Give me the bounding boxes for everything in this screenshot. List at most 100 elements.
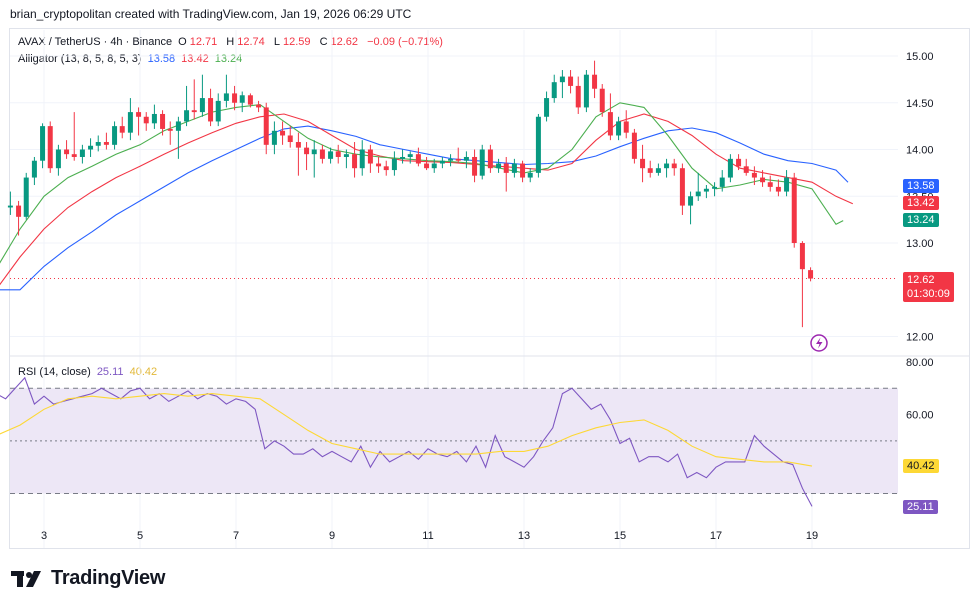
candle-body (215, 100, 221, 122)
candle (808, 267, 814, 282)
candle-body (727, 158, 733, 178)
price-tick-label: 14.00 (906, 145, 934, 157)
candle-body (415, 154, 421, 164)
candle-body (335, 151, 341, 157)
candle (112, 121, 118, 150)
close-value: 12.62 (330, 36, 359, 48)
candle-body (743, 166, 749, 173)
candle (559, 70, 565, 99)
candle-body (431, 163, 437, 169)
candle-body (503, 163, 509, 173)
candle (592, 60, 598, 99)
candle-body (544, 98, 550, 117)
candle (775, 179, 781, 197)
candle-body (271, 130, 277, 145)
open-value: 12.71 (189, 36, 218, 48)
candle (199, 74, 205, 117)
candle-body (127, 112, 133, 133)
candle (736, 154, 742, 171)
candle-body (167, 128, 173, 131)
candle (16, 200, 22, 236)
candle (479, 144, 485, 180)
ohlc-open: O 12.71 (178, 36, 220, 48)
candle-body (79, 149, 85, 157)
candle-body (799, 243, 805, 270)
candle-body (280, 130, 286, 136)
candle-body (688, 196, 694, 206)
candle (583, 70, 589, 113)
candle (208, 88, 214, 127)
candle (424, 156, 430, 171)
tradingview-logo[interactable]: TradingView (11, 567, 165, 590)
alligator-lips-line (0, 102, 844, 264)
alligator-teeth-line (0, 113, 854, 286)
candle (631, 128, 637, 164)
candle (575, 76, 581, 114)
candle-body (424, 163, 430, 169)
candle-body (647, 168, 653, 173)
rsi-legend[interactable]: RSI (14, close) 25.11 40.42 (18, 366, 160, 378)
candle-body (103, 142, 109, 145)
candle (55, 144, 61, 176)
candle-body (767, 182, 773, 187)
candle (391, 151, 397, 176)
candle-body (520, 163, 526, 178)
candle-body (295, 142, 301, 148)
candle-body (359, 149, 365, 169)
alligator-lines (0, 102, 854, 291)
candle (535, 113, 541, 178)
logo-text: TradingView (51, 567, 166, 589)
candle-body (383, 166, 389, 171)
candle-body (71, 154, 77, 157)
candle (239, 91, 245, 113)
time-tick-label: 3 (41, 530, 47, 542)
chart-frame (9, 28, 970, 549)
price-tick-label: 12.00 (906, 332, 934, 344)
candle (376, 156, 382, 173)
symbol-title[interactable]: AVAX / TetherUS · 4h · Binance (18, 36, 173, 48)
candle-body (208, 98, 214, 122)
candle (784, 170, 790, 197)
candle-body (391, 158, 397, 171)
candle-body (487, 149, 493, 169)
last-price-tag: 12.62 01:30:09 (903, 272, 954, 302)
candle-body (143, 116, 149, 124)
candle (703, 185, 709, 199)
candle (263, 102, 269, 155)
candle (751, 166, 757, 186)
time-tick-label: 5 (137, 530, 143, 542)
time-tick-label: 9 (329, 530, 335, 542)
candle (487, 144, 493, 173)
ohlc-high: H 12.74 (226, 36, 267, 48)
candle (679, 163, 685, 215)
candle (40, 123, 46, 169)
candle-body (695, 191, 701, 197)
candle (319, 144, 325, 164)
time-tick-label: 17 (710, 530, 722, 542)
candle-body (7, 205, 13, 208)
lightning-bolt-icon[interactable] (810, 334, 828, 352)
candle (511, 158, 517, 178)
candle (431, 158, 437, 173)
candle (688, 191, 694, 225)
candle (695, 172, 701, 201)
candle (256, 100, 262, 113)
candle-body (559, 76, 565, 83)
candle-body (119, 126, 125, 133)
rsi-ma-tag: 40.42 (903, 459, 939, 473)
jaw-price-tag: 13.58 (903, 179, 939, 193)
candle (607, 93, 613, 141)
alligator-jaw-line (0, 125, 849, 291)
tradingview-logo-icon (11, 570, 41, 587)
rsi-ma-value: 40.42 (129, 366, 158, 378)
candle-body (136, 112, 142, 117)
candle-body (304, 147, 310, 155)
time-axis: 3 5 7 9 11 13 15 17 19 (41, 530, 818, 542)
candle (640, 144, 646, 183)
candle (23, 172, 29, 220)
candle (7, 191, 13, 215)
high-label: H (226, 36, 235, 48)
rsi-label: RSI (14, close) (18, 366, 91, 378)
candle-body (407, 154, 413, 157)
